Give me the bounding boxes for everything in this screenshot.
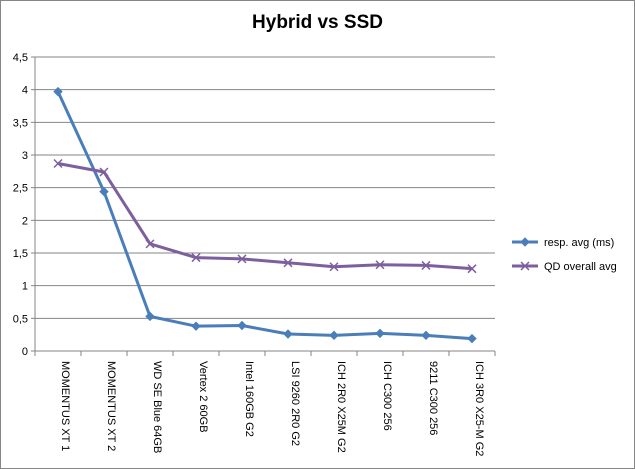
- legend-label: resp. avg (ms): [544, 237, 614, 249]
- series-line-1: [56, 90, 473, 341]
- x-tick-label: ICH 3R0 X25-M G2: [473, 361, 485, 456]
- x-tick-label: Intel 160GB G2: [243, 361, 255, 437]
- data-point: [237, 320, 247, 331]
- legend: resp. avg (ms) QD overall avg: [512, 237, 617, 273]
- data-point: [421, 330, 431, 341]
- axes: [31, 56, 496, 356]
- data-point: [99, 186, 109, 197]
- data-point: [467, 333, 477, 344]
- y-tick-label: 1,5: [13, 248, 28, 260]
- legend-marker: [520, 237, 530, 247]
- y-tick-label: 0,5: [13, 313, 28, 325]
- x-tick-label: Vertex 2 60GB: [197, 361, 209, 433]
- y-tick-label: 1: [22, 281, 28, 293]
- y-tick-label: 3,5: [13, 117, 28, 129]
- y-axis-tick-labels: 0 0,5 1 1,5 2 2,5 3 3,5 4 4,5: [13, 52, 28, 358]
- y-tick-label: 2,5: [13, 183, 28, 195]
- data-point: [375, 328, 385, 339]
- x-tick-label: WD SE Blue 64GB: [151, 361, 163, 453]
- data-point: [99, 167, 109, 177]
- data-point: [375, 260, 385, 270]
- data-point: [283, 329, 293, 339]
- chart-title: Hybrid vs SSD: [252, 12, 383, 33]
- data-point: [329, 262, 339, 272]
- y-tick-label: 3: [22, 150, 28, 162]
- series: [53, 86, 477, 344]
- series-line-2: [57, 162, 473, 271]
- data-point: [421, 260, 431, 270]
- y-tick-label: 2: [22, 215, 28, 227]
- x-tick-label: ICH C300 256: [381, 361, 393, 431]
- gridlines: [35, 56, 495, 319]
- data-point: [145, 239, 155, 249]
- x-axis-tick-labels: MOMENTUS XT 1 MOMENTUS XT 2 WD SE Blue 64G…: [59, 361, 485, 456]
- x-tick-label: MOMENTUS XT 1: [59, 361, 71, 451]
- x-tick-label: ICH 2R0 X25M G2: [335, 361, 347, 453]
- legend-label: QD overall avg: [544, 261, 617, 273]
- data-point: [191, 321, 201, 331]
- data-point: [191, 253, 201, 263]
- data-point: [53, 158, 63, 169]
- data-point: [283, 258, 293, 268]
- legend-marker: [520, 261, 530, 271]
- data-point: [329, 330, 339, 341]
- data-point: [145, 311, 155, 322]
- y-tick-label: 4,5: [13, 52, 28, 64]
- y-tick-label: 0: [22, 346, 28, 358]
- data-point: [467, 264, 477, 274]
- data-point: [237, 254, 247, 264]
- x-tick-label: LSI 9260 2R0 G2: [289, 361, 301, 446]
- x-tick-label: MOMENTUS XT 2: [105, 361, 117, 451]
- data-point: [53, 86, 63, 97]
- y-tick-label: 4: [22, 85, 28, 97]
- x-tick-label: 9211 C300 256: [427, 361, 439, 435]
